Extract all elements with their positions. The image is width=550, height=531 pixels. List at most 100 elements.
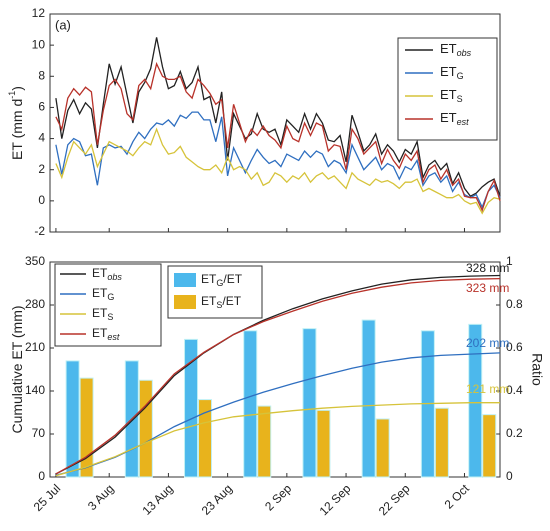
- x-tick-label: 22 Sep: [376, 481, 413, 518]
- legend-swatch: [174, 295, 196, 309]
- x-tick-label: 2 Oct: [442, 481, 473, 512]
- legend-label: ETS: [440, 87, 463, 104]
- y-tick-label: 12: [32, 6, 46, 20]
- y-tick-label: 0: [38, 469, 45, 483]
- legend-name: ET: [440, 41, 457, 56]
- line-series: [55, 277, 501, 475]
- y-tick-label: -2: [34, 224, 45, 238]
- y-tick-label: 350: [25, 254, 45, 268]
- bar: [468, 323, 483, 478]
- line-series: [55, 127, 501, 215]
- legend-label: ETG: [440, 64, 464, 81]
- legend-end: /ET: [223, 272, 242, 286]
- legend-label: ETG: [92, 286, 114, 302]
- legend-name: ET: [440, 64, 457, 79]
- x-tick-label: 12 Sep: [317, 481, 354, 518]
- legend-name: ET: [92, 306, 108, 320]
- bar: [302, 328, 317, 478]
- y-label-text: Cumulative ET (mm): [9, 305, 25, 433]
- bar: [316, 409, 331, 478]
- bar: [198, 399, 213, 478]
- y-tick-label: 8: [38, 68, 45, 82]
- legend-label: ETobs: [92, 266, 122, 282]
- legend-name: ET: [440, 110, 457, 125]
- bar: [79, 377, 94, 478]
- y-tick-label: 6: [38, 100, 45, 114]
- legend-label: ETobs: [440, 41, 472, 58]
- legend-sub: G: [107, 292, 114, 302]
- y2-tick-label: 0: [506, 469, 513, 483]
- legend-sub: obs: [457, 48, 472, 58]
- annotation: 328 mm: [466, 261, 509, 275]
- x-tick-label: 25 Jul: [31, 481, 64, 514]
- bar: [184, 338, 199, 478]
- line-series: [55, 274, 501, 475]
- bar: [257, 405, 272, 478]
- legend-name: ET: [201, 294, 217, 308]
- line-series: [55, 111, 501, 209]
- y-tick-label: 10: [32, 37, 46, 51]
- y-label-sup: -1: [7, 91, 17, 99]
- legend-name: ET: [92, 326, 108, 340]
- bar: [482, 414, 497, 478]
- legend-name: ET: [201, 272, 217, 286]
- plot-frame: [49, 13, 501, 233]
- legend-label: ETG/ET: [201, 272, 243, 288]
- y2-axis-label: Ratio: [529, 353, 545, 386]
- legend-swatch: [174, 273, 196, 287]
- x-tick-label: 13 Aug: [139, 481, 175, 517]
- y2-tick-label: 0.4: [506, 383, 523, 397]
- bar: [243, 330, 258, 478]
- y-tick-label: 280: [25, 297, 45, 311]
- line-series: [55, 37, 501, 198]
- bar: [434, 407, 449, 478]
- legend-label: ETS: [92, 306, 113, 322]
- line-series: [55, 402, 500, 477]
- legend-name: ET: [92, 266, 108, 280]
- line-series: [55, 61, 501, 212]
- y2-tick-label: 0.2: [506, 426, 523, 440]
- bar: [361, 319, 376, 478]
- legend-box: [397, 37, 498, 141]
- legend-name: ET: [440, 87, 457, 102]
- bar: [138, 379, 153, 478]
- legend-sub: S: [457, 94, 463, 104]
- y-label-end: ): [9, 86, 25, 91]
- legend-sub: S: [216, 300, 222, 310]
- legend-end: /ET: [222, 294, 241, 308]
- legend-sub: G: [216, 278, 223, 288]
- legend-sub: est: [457, 117, 470, 127]
- legend-sub: obs: [107, 272, 122, 282]
- y-tick-label: 0: [38, 193, 45, 207]
- y-axis-label: Cumulative ET (mm): [9, 305, 25, 433]
- annotation: 121 mm: [466, 382, 509, 396]
- x-tick-label: 3 Aug: [85, 481, 117, 513]
- y2-tick-label: 0.6: [506, 340, 523, 354]
- x-tick-label: 23 Aug: [199, 481, 235, 517]
- annotation: 323 mm: [466, 281, 509, 295]
- plot-frame: [49, 261, 501, 478]
- panel-label: (a): [55, 17, 71, 32]
- y2-tick-label: 1: [506, 254, 513, 268]
- legend-box: [54, 263, 162, 347]
- y-axis-label: ET (mm d-1): [7, 86, 24, 160]
- y-tick-label: 4: [38, 131, 45, 145]
- y-tick-label: 70: [32, 426, 46, 440]
- x-tick-label: 2 Sep: [262, 481, 294, 513]
- y-tick-label: 2: [38, 162, 45, 176]
- y-tick-label: 210: [25, 340, 45, 354]
- legend-label: ETest: [440, 110, 469, 127]
- y-tick-label: 140: [25, 383, 45, 397]
- legend-sub: S: [107, 312, 113, 322]
- y2-tick-label: 0.8: [506, 297, 523, 311]
- legend-label: ETS/ET: [201, 294, 242, 310]
- legend-sub: est: [107, 332, 120, 342]
- y-label-text: ET (mm d: [9, 99, 25, 160]
- legend-label: ETest: [92, 326, 120, 342]
- legend-sub: G: [457, 71, 464, 81]
- bar: [375, 418, 390, 478]
- annotation: 202 mm: [466, 336, 509, 350]
